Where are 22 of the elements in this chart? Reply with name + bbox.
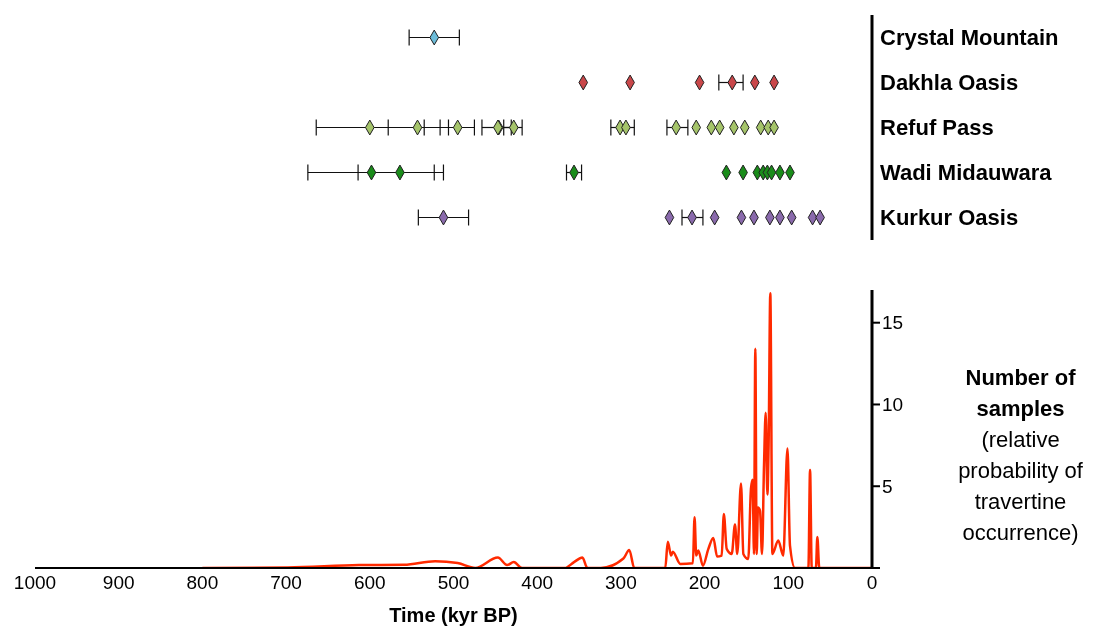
x-tick-label: 600 (353, 572, 386, 594)
x-tick-label: 300 (605, 572, 637, 594)
y-tick-label: Wadi Midauwara (880, 160, 1053, 186)
x-tick-label: 200 (688, 572, 721, 594)
x-tick-label: 500 (437, 572, 470, 594)
x-axis-title: Time (kyr BP) (389, 604, 518, 626)
y-tick-label: Refuf Pass (880, 115, 994, 141)
x-tick-label: 1000 (13, 572, 57, 594)
y-tick-label: Kurkur Oasis (880, 205, 1019, 231)
y-tick-label: 10 (882, 394, 904, 416)
y-tick-label: 15 (882, 312, 904, 334)
x-tick-label: 0 (866, 572, 878, 594)
y-tick-label: Dakhla Oasis (880, 70, 1019, 96)
x-tick-label: 100 (772, 572, 805, 594)
y-tick-label: 5 (882, 475, 893, 497)
y-tick-label: Crystal Mountain (880, 25, 1059, 51)
x-tick-label: 800 (186, 572, 219, 594)
text: (relative probability of travertine occurrence) (957, 426, 1084, 547)
x-tick-label: 700 (270, 572, 302, 594)
x-tick-label: 400 (521, 572, 554, 594)
x-tick-label: 900 (102, 572, 135, 594)
y-axis-title: Number of samples (964, 364, 1077, 423)
